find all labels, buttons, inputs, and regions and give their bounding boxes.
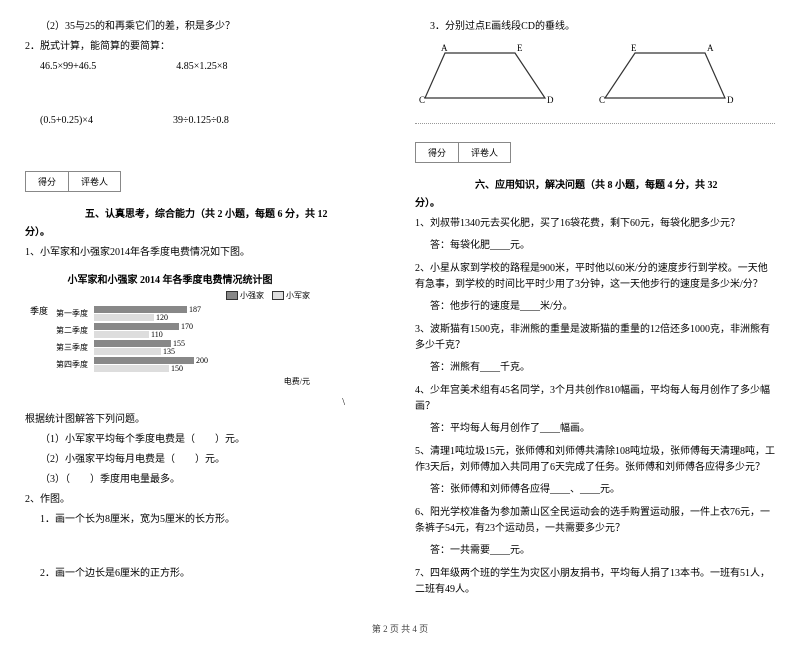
- diagram-row: A E C D E A C D: [415, 43, 775, 113]
- trapezoid-1: A E C D: [415, 43, 555, 113]
- bars-area: 第一季度187120第二季度170110第三季度155135第四季度200150: [56, 304, 310, 374]
- q2-draw-2: 2．画一个边长是6厘米的正方形。: [25, 566, 385, 582]
- score-label-6: 得分: [416, 143, 459, 162]
- chart-title: 小军家和小强家 2014 年各季度电费情况统计图: [30, 271, 310, 286]
- calc-2b: 39÷0.125÷0.8: [173, 113, 229, 129]
- chart-q3: （3）（ ）季度用电量最多。: [25, 472, 385, 488]
- svg-text:D: D: [727, 95, 734, 105]
- chart-ylabel: 季度: [30, 304, 48, 374]
- section-6-title: 六、应用知识，解决问题（共 8 小题，每题 4 分，共 32: [415, 176, 775, 191]
- problem-6: 6、阳光学校准备为参加萧山区全民运动会的选手购置运动服，一件上衣76元，一条裤子…: [415, 505, 775, 537]
- problem-7: 7、四年级两个班的学生为灾区小朋友捐书，平均每人捐了13本书。一班有51人，二班…: [415, 566, 775, 598]
- legend-swatch-a: [226, 291, 238, 300]
- chart-legend: 小强家 小军家: [30, 290, 310, 301]
- chart-intro: 1、小军家和小强家2014年各季度电费情况如下图。: [25, 245, 385, 261]
- trapezoid-2: E A C D: [595, 43, 735, 113]
- answer-5: 答：张师傅和刘师傅各应得____、____元。: [415, 480, 775, 495]
- grader-label: 评卷人: [69, 172, 120, 191]
- answer-2: 答：他步行的速度是____米/分。: [415, 297, 775, 312]
- svg-text:A: A: [707, 43, 714, 53]
- answer-4: 答：平均每人每月创作了____幅画。: [415, 419, 775, 434]
- calc-row-2: (0.5+0.25)×4 39÷0.125÷0.8: [25, 113, 385, 129]
- score-box-6: 得分 评卷人: [415, 142, 511, 163]
- problem-4: 4、少年宫美术组有45名同学，3个月共创作810幅画，平均每人每月创作了多少幅画…: [415, 383, 775, 415]
- left-column: （2）35与25的和再乘它们的差，积是多少？ 2．脱式计算，能简算的要简算： 4…: [25, 15, 385, 602]
- svg-text:A: A: [441, 43, 448, 53]
- answer-6: 答：一共需要____元。: [415, 541, 775, 556]
- svg-text:E: E: [517, 43, 523, 53]
- q3-title: 3．分别过点E画线段CD的垂线。: [415, 19, 775, 35]
- calc-row-1: 46.5×99+46.5 4.85×1.25×8: [25, 59, 385, 75]
- problem-1: 1、刘叔带1340元去买化肥，买了16袋花费，剩下60元，每袋化肥多少元？: [415, 216, 775, 232]
- score-box-5: 得分 评卷人: [25, 171, 121, 192]
- section-5-end: 分）。: [25, 225, 385, 241]
- bar-chart: 小军家和小强家 2014 年各季度电费情况统计图 小强家 小军家 季度 第一季度…: [25, 266, 315, 392]
- svg-text:C: C: [599, 95, 605, 105]
- q1-2: （2）35与25的和再乘它们的差，积是多少？: [25, 19, 385, 35]
- right-column: 3．分别过点E画线段CD的垂线。 A E C D E A C D 得分 评卷人 六、应用…: [415, 15, 775, 602]
- answer-1: 答：每袋化肥____元。: [415, 236, 775, 251]
- problem-2: 2、小星从家到学校的路程是900米，平时他以60米/分的速度步行到学校。一天他有…: [415, 261, 775, 293]
- svg-text:C: C: [419, 95, 425, 105]
- chart-xlabel: 电费/元: [30, 376, 310, 387]
- page-footer: 第 2 页 共 4 页: [25, 622, 775, 635]
- q2-title: 2．脱式计算，能简算的要简算：: [25, 39, 385, 55]
- calc-2a: (0.5+0.25)×4: [40, 113, 93, 129]
- chart-q1: （1）小军家平均每个季度电费是（ ）元。: [25, 432, 385, 448]
- problem-5: 5、清理1吨垃圾15元，张师傅和刘师傅共清除108吨垃圾，张师傅每天清理8吨，工…: [415, 444, 775, 476]
- answer-3: 答：洲熊有____千克。: [415, 358, 775, 373]
- grader-label-6: 评卷人: [459, 143, 510, 162]
- section-6-end: 分）。: [415, 196, 775, 212]
- q2-draw-1: 1．画一个长为8厘米，宽为5厘米的长方形。: [25, 512, 385, 528]
- q2-draw: 2、作图。: [25, 492, 385, 508]
- legend-label-b: 小军家: [286, 290, 310, 301]
- problem-3: 3、波斯猫有1500克，非洲熊的重量是波斯猫的重量的12倍还多1000克，非洲熊…: [415, 322, 775, 354]
- score-label: 得分: [26, 172, 69, 191]
- chart-q: 根据统计图解答下列问题。: [25, 412, 385, 428]
- section-5-title: 五、认真思考，综合能力（共 2 小题，每题 6 分，共 12: [25, 205, 385, 220]
- legend-label-a: 小强家: [240, 290, 264, 301]
- calc-1a: 46.5×99+46.5: [40, 59, 96, 75]
- calc-1b: 4.85×1.25×8: [176, 59, 227, 75]
- svg-text:E: E: [631, 43, 637, 53]
- legend-swatch-b: [272, 291, 284, 300]
- chart-q2: （2）小强家平均每月电费是（ ）元。: [25, 452, 385, 468]
- svg-text:D: D: [547, 95, 554, 105]
